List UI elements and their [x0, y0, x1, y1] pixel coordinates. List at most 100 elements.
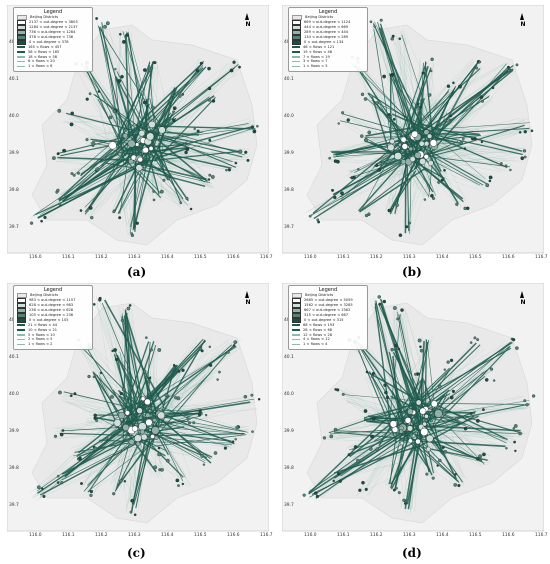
legend-symbol — [292, 334, 300, 336]
flow-line — [119, 396, 250, 422]
legend-item: 68 < flows < 193 — [292, 323, 364, 328]
y-tick-label: 39.8 — [284, 466, 294, 471]
flow-line-strong — [356, 341, 406, 427]
hub-node — [434, 409, 443, 418]
station-node — [367, 130, 372, 135]
x-tick-label: 116.6 — [227, 255, 240, 260]
flow-line-strong — [396, 428, 460, 483]
station-node — [515, 63, 519, 67]
hub-node — [139, 429, 145, 435]
flow-line-strong — [143, 161, 189, 206]
station-node — [113, 348, 117, 352]
flow-line-strong — [83, 427, 135, 492]
map-panel-c: 116.0 116.1 116.2 116.3 116.4 116.5 116.6 116.7… — [7, 283, 273, 551]
station-node — [85, 97, 89, 101]
station-node — [437, 384, 442, 389]
station-node — [60, 480, 64, 485]
flow-line — [145, 62, 230, 129]
station-node — [142, 100, 147, 105]
flow-line — [61, 111, 143, 146]
flow-line-strong — [154, 147, 189, 160]
hub-node — [418, 140, 425, 147]
station-node — [398, 37, 402, 40]
station-node — [257, 397, 261, 401]
station-node — [202, 463, 206, 466]
station-node — [233, 340, 238, 344]
y-tick-label: 39.7 — [284, 503, 294, 508]
flow-line-strong — [430, 65, 510, 142]
flow-line — [432, 139, 478, 187]
station-node — [396, 317, 400, 321]
hub-node — [408, 438, 413, 444]
hub-node — [148, 120, 156, 129]
station-node — [340, 191, 344, 195]
legend-symbol — [17, 318, 26, 323]
station-node — [379, 18, 383, 22]
station-node — [338, 479, 342, 483]
legend-symbol — [292, 35, 301, 40]
station-node — [159, 189, 164, 194]
flow-line-strong — [409, 122, 531, 132]
legend-label: Beijing Districts — [305, 15, 334, 20]
station-node — [429, 69, 433, 73]
station-node — [198, 409, 202, 413]
station-nodes — [302, 295, 536, 505]
flow-line — [138, 429, 249, 451]
flow-line-strong — [82, 65, 134, 143]
station-node — [454, 473, 457, 476]
station-node — [130, 498, 134, 503]
flow-line — [340, 454, 435, 477]
legend-symbol — [17, 66, 25, 67]
flow-line-strong — [406, 164, 410, 232]
flow-line-strong — [139, 346, 233, 421]
flow-line — [428, 398, 435, 469]
flow-line-strong — [402, 342, 477, 419]
legend-label: 5 < flows < 10 — [28, 332, 55, 337]
station-node — [232, 60, 236, 64]
station-node — [443, 169, 446, 172]
station-node — [371, 371, 375, 376]
station-node — [504, 164, 508, 167]
legend-item: Beijing Districts — [17, 293, 89, 298]
station-node — [397, 491, 401, 495]
station-node — [59, 432, 64, 437]
flow-line — [103, 299, 131, 434]
x-tick-label: 116.0 — [304, 255, 317, 260]
flow-line-strong — [146, 404, 248, 433]
flow-line-strong — [122, 31, 156, 137]
station-nodes — [308, 18, 534, 237]
station-node — [478, 454, 483, 459]
station-node — [151, 105, 155, 110]
station-node — [512, 338, 516, 342]
station-node — [448, 118, 452, 122]
flow-line — [383, 424, 402, 509]
station-node — [56, 152, 60, 156]
station-node — [119, 479, 123, 483]
station-node — [223, 446, 228, 450]
flow-line-strong — [406, 433, 423, 505]
station-node — [73, 392, 77, 396]
flow-line-strong — [396, 367, 450, 419]
hub-node — [150, 434, 155, 439]
flow-line-strong — [395, 391, 424, 439]
flow-line — [404, 155, 435, 232]
station-node — [452, 81, 455, 85]
hub-node — [122, 133, 128, 139]
station-node — [234, 438, 237, 441]
flow-line-strong — [79, 436, 135, 458]
station-node — [441, 445, 445, 449]
flow-line-strong — [415, 416, 430, 473]
flow-line-strong — [409, 402, 525, 405]
map-canvas — [282, 283, 544, 532]
station-node — [453, 483, 458, 487]
flow-line-strong — [60, 426, 128, 432]
legend-item: 3 < flows < 7 — [292, 59, 364, 64]
legend-label: 1562 < out-degree < 3285 — [304, 303, 353, 308]
flow-line — [428, 415, 508, 449]
station-node — [225, 168, 228, 172]
station-node — [473, 336, 477, 340]
x-tick-label: 116.1 — [337, 255, 350, 260]
flow-line — [96, 297, 171, 401]
station-node — [120, 318, 124, 322]
flow-line-strong — [37, 160, 149, 219]
